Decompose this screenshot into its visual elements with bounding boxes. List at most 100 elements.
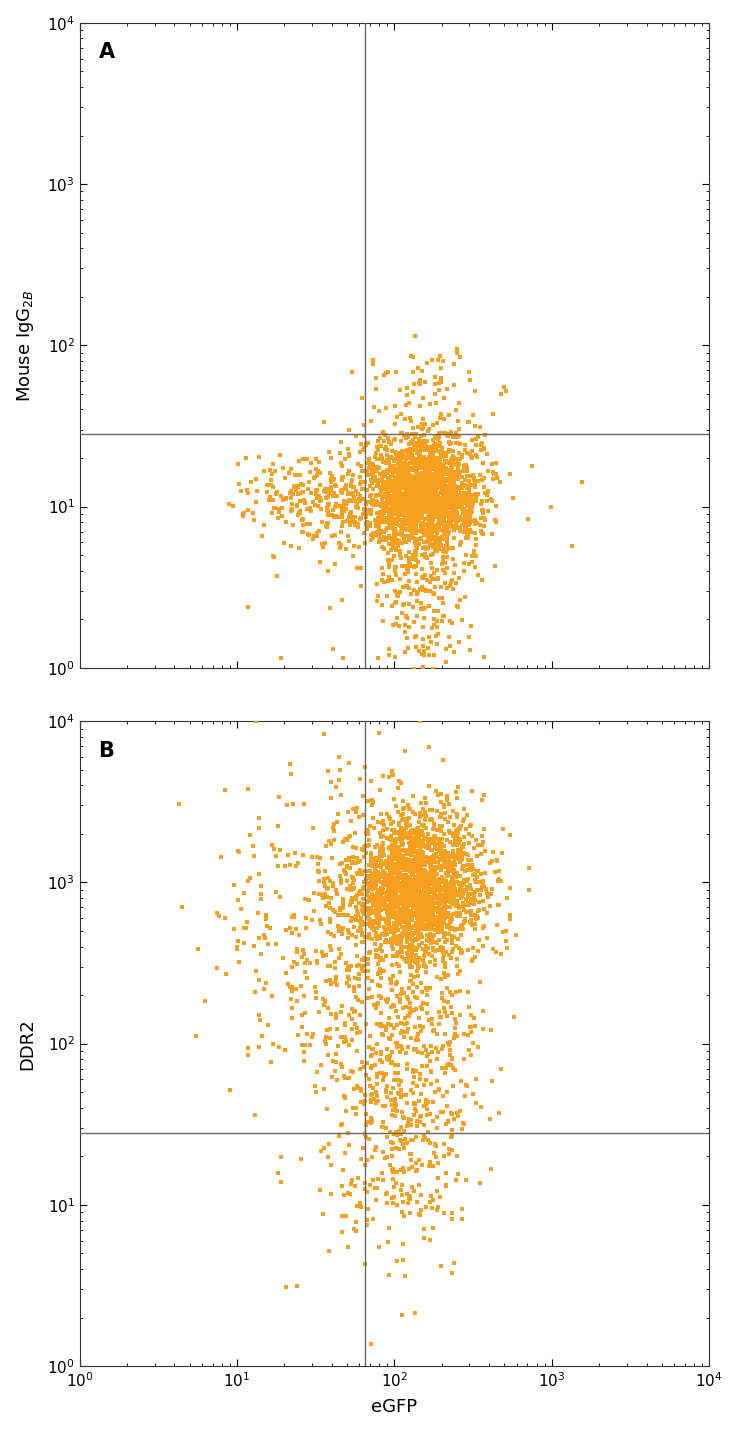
Point — [414, 804, 426, 827]
Point — [390, 564, 401, 587]
Point — [435, 854, 446, 877]
Point — [504, 907, 516, 930]
Point — [414, 495, 426, 518]
Point — [345, 879, 357, 902]
Point — [424, 477, 435, 499]
Point — [376, 492, 388, 515]
Point — [390, 870, 401, 893]
Point — [428, 850, 440, 873]
Point — [430, 525, 442, 548]
Point — [419, 461, 431, 484]
Point — [427, 899, 438, 922]
Point — [475, 843, 487, 866]
Point — [403, 797, 415, 820]
Point — [420, 479, 432, 502]
Point — [399, 441, 411, 464]
Point — [421, 488, 432, 511]
Point — [338, 1183, 350, 1206]
Point — [385, 509, 397, 532]
Point — [446, 461, 458, 484]
Point — [336, 505, 348, 528]
Point — [458, 458, 469, 481]
Point — [387, 883, 399, 906]
Point — [376, 1115, 387, 1138]
Point — [387, 889, 399, 912]
Point — [459, 515, 471, 538]
Point — [393, 478, 405, 501]
Point — [376, 940, 388, 963]
Point — [451, 787, 463, 810]
Point — [410, 548, 422, 571]
Point — [407, 980, 419, 1003]
Point — [427, 462, 439, 485]
Point — [419, 787, 431, 810]
Point — [419, 518, 431, 541]
Point — [398, 482, 410, 505]
Point — [442, 904, 454, 927]
Point — [356, 923, 368, 946]
Point — [427, 502, 439, 525]
Point — [422, 515, 434, 538]
Point — [391, 581, 403, 604]
Point — [432, 884, 444, 907]
Point — [388, 912, 400, 934]
Point — [456, 834, 468, 857]
Point — [386, 1103, 398, 1126]
Point — [413, 497, 424, 519]
Point — [410, 479, 422, 502]
Point — [415, 505, 427, 528]
Point — [441, 1005, 453, 1027]
Point — [424, 924, 435, 947]
Point — [415, 501, 427, 524]
Point — [396, 834, 407, 857]
Point — [436, 843, 448, 866]
Point — [444, 1033, 455, 1056]
Point — [370, 850, 382, 873]
Point — [343, 529, 355, 552]
Point — [294, 489, 306, 512]
Point — [427, 505, 438, 528]
Point — [415, 824, 427, 847]
Point — [405, 870, 417, 893]
Point — [404, 850, 415, 873]
Point — [437, 886, 449, 909]
Point — [358, 900, 370, 923]
Point — [385, 856, 397, 879]
Point — [297, 939, 309, 962]
Point — [386, 477, 398, 499]
Point — [390, 612, 402, 635]
Point — [249, 844, 261, 867]
Point — [211, 956, 223, 979]
Point — [427, 452, 439, 475]
Point — [429, 438, 441, 461]
Point — [397, 484, 409, 507]
Point — [346, 468, 358, 491]
Point — [393, 860, 404, 883]
Point — [435, 494, 446, 517]
Point — [380, 435, 392, 458]
Point — [253, 927, 265, 950]
Point — [410, 469, 421, 492]
Point — [394, 871, 406, 894]
Point — [422, 475, 434, 498]
Point — [420, 467, 432, 489]
Point — [427, 899, 439, 922]
Point — [399, 472, 411, 495]
Point — [389, 524, 401, 547]
Point — [299, 1033, 311, 1056]
Point — [435, 936, 446, 959]
Point — [412, 927, 424, 950]
Point — [468, 539, 480, 562]
Y-axis label: DDR2: DDR2 — [18, 1017, 36, 1069]
Point — [382, 489, 393, 512]
Point — [323, 482, 335, 505]
Point — [280, 511, 292, 534]
Point — [355, 1080, 367, 1103]
Point — [364, 1110, 376, 1133]
Point — [455, 847, 466, 870]
Point — [359, 531, 371, 554]
Point — [266, 462, 278, 485]
Point — [467, 404, 479, 426]
Point — [387, 485, 399, 508]
Point — [441, 929, 453, 952]
